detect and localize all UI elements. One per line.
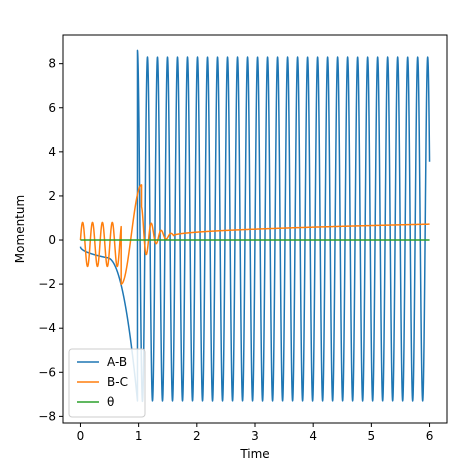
series-line-1 [79, 49, 431, 403]
x-tick-label: 4 [309, 429, 317, 443]
x-tick-label: 6 [426, 429, 434, 443]
y-tick-label: 8 [48, 57, 56, 71]
x-tick-label: 0 [77, 429, 85, 443]
y-tick-label: 0 [48, 233, 56, 247]
y-axis: −8 −6 −4 −2 0 2 4 6 8 [38, 57, 63, 423]
x-axis: 0 1 2 3 4 5 6 [77, 423, 434, 443]
series-layer [79, 49, 431, 403]
legend-box [68, 348, 146, 418]
legend: A-B B-C θ [68, 348, 146, 418]
y-tick-label: −4 [38, 321, 56, 335]
y-tick-label: −6 [38, 365, 56, 379]
y-tick-label: 6 [48, 101, 56, 115]
series-line-2 [79, 184, 431, 285]
y-tick-label: 2 [48, 189, 56, 203]
y-tick-label: −2 [38, 277, 56, 291]
x-tick-label: 2 [193, 429, 201, 443]
y-axis-label: Momentum [13, 195, 27, 263]
x-tick-label: 3 [251, 429, 259, 443]
x-tick-label: 1 [135, 429, 143, 443]
legend-entry: A-B [107, 355, 127, 369]
x-tick-label: 5 [368, 429, 376, 443]
legend-entry: B-C [107, 375, 128, 389]
legend-entry: θ [107, 395, 114, 409]
x-axis-label: Time [239, 447, 269, 461]
y-tick-label: 4 [48, 145, 56, 159]
y-tick-label: −8 [38, 409, 56, 423]
